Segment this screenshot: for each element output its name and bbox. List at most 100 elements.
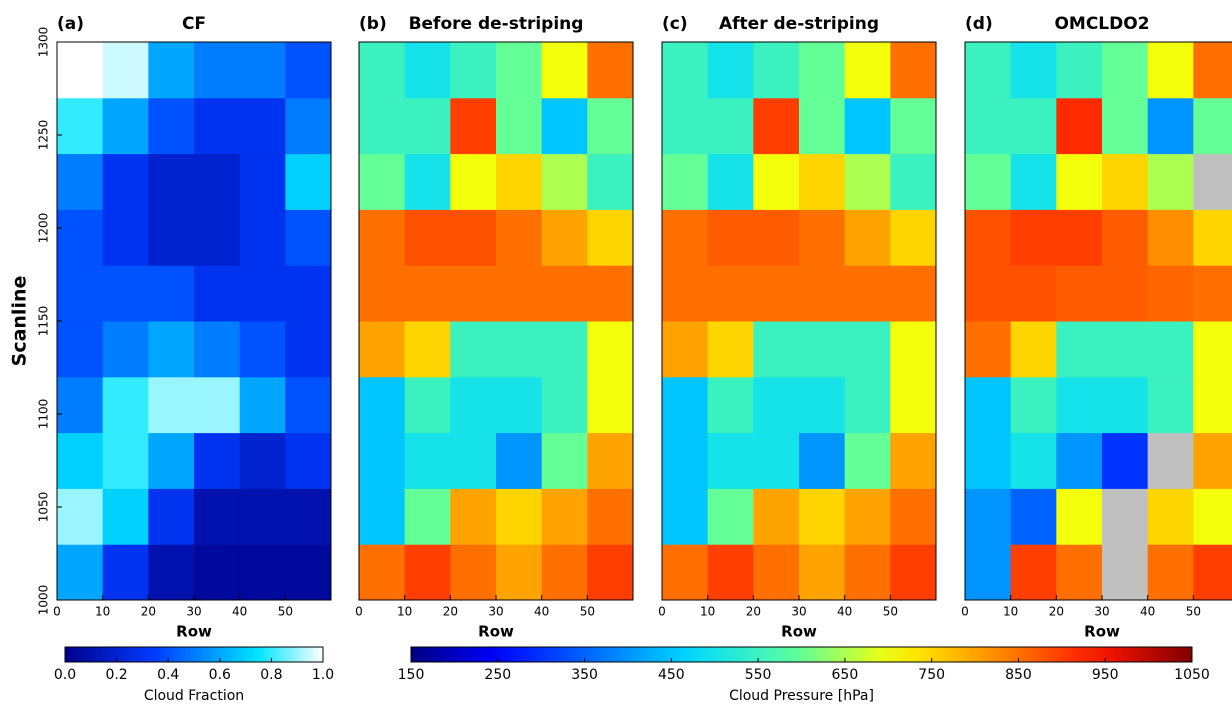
- heatmap-cell: [285, 153, 332, 210]
- panel-label: (b): [359, 14, 387, 34]
- heatmap-cell: [707, 42, 754, 99]
- heatmap-cell: [404, 153, 451, 210]
- panel-title: Before de-striping: [409, 14, 584, 34]
- x-tick-label: 30: [186, 605, 201, 619]
- heatmap-cell: [1010, 209, 1057, 266]
- heatmap-cell: [450, 209, 497, 266]
- heatmap-cell: [799, 321, 846, 378]
- x-tick-label: 10: [95, 605, 110, 619]
- heatmap-cell: [1147, 376, 1194, 434]
- heatmap-cell: [890, 544, 937, 601]
- heatmap-cell: [541, 97, 588, 155]
- heatmap-cell: [799, 97, 846, 155]
- heatmap-cell: [359, 209, 406, 266]
- heatmap-cell: [285, 376, 332, 434]
- x-tick-label: 10: [397, 605, 412, 619]
- colorbar-tick-label: 0.8: [260, 667, 282, 683]
- heatmap-cell: [404, 265, 451, 322]
- heatmap-cell: [1147, 321, 1194, 378]
- x-tick-label: 10: [1003, 605, 1018, 619]
- heatmap-cell: [1102, 153, 1149, 210]
- heatmap-cell: [1193, 432, 1232, 489]
- heatmap-cell: [1056, 265, 1103, 322]
- heatmap-cell: [496, 209, 543, 266]
- heatmap-cell: [541, 153, 588, 210]
- heatmap-cell: [194, 265, 241, 322]
- colorbar-label: Cloud Fraction: [144, 688, 244, 704]
- heatmap-cell: [102, 265, 149, 322]
- heatmap-cell: [1010, 544, 1057, 601]
- heatmap-cell: [148, 488, 195, 545]
- heatmap-cell: [1010, 376, 1057, 434]
- heatmap-cell: [148, 97, 195, 155]
- heatmap-cell: [1056, 376, 1103, 434]
- heatmap-cell: [541, 432, 588, 489]
- heatmap-cell: [1193, 209, 1232, 266]
- heatmap-cell: [404, 432, 451, 489]
- heatmap-cell: [1102, 97, 1149, 155]
- x-tick-label: 20: [746, 605, 761, 619]
- heatmap-cell: [496, 153, 543, 210]
- heatmap-cell: [844, 42, 891, 99]
- heatmap-cell: [404, 209, 451, 266]
- heatmap-cell: [102, 544, 149, 601]
- colorbar: [410, 646, 1193, 663]
- heatmap-cell: [194, 376, 241, 434]
- heatmap-cell: [404, 376, 451, 434]
- x-tick-label: 50: [580, 605, 595, 619]
- heatmap-cell: [890, 376, 937, 434]
- colorbar-tick-label: 650: [832, 667, 859, 683]
- heatmap-cell: [1102, 265, 1149, 322]
- heatmap-cell: [285, 544, 332, 601]
- heatmap-cell: [102, 209, 149, 266]
- heatmap-cell: [890, 153, 937, 210]
- heatmap-cell: [753, 265, 800, 322]
- heatmap-cell: [148, 209, 195, 266]
- heatmap-cell: [194, 42, 241, 99]
- colorbar-tick-label: 1050: [1174, 667, 1210, 683]
- heatmap-cell: [496, 265, 543, 322]
- heatmap-cell: [450, 42, 497, 99]
- panel-title: CF: [182, 14, 206, 34]
- heatmap-cell: [57, 488, 104, 545]
- heatmap-cell: [359, 321, 406, 378]
- colorbar-tick-label: 0.2: [105, 667, 127, 683]
- heatmap-cell: [496, 432, 543, 489]
- heatmap-cell: [404, 544, 451, 601]
- heatmap-cell: [890, 432, 937, 489]
- x-tick-label: 0: [355, 605, 363, 619]
- heatmap-cell: [194, 544, 241, 601]
- heatmap-cell: [707, 265, 754, 322]
- heatmap-cell: [799, 209, 846, 266]
- heatmap-cell: [662, 153, 709, 210]
- heatmap-cell: [1056, 321, 1103, 378]
- heatmap-cell: [965, 488, 1012, 545]
- heatmap-cell: [57, 153, 104, 210]
- heatmap-cell: [662, 265, 709, 322]
- x-tick-label: 50: [1186, 605, 1201, 619]
- heatmap-cell: [102, 488, 149, 545]
- heatmap-cell: [57, 265, 104, 322]
- heatmap-cell: [662, 488, 709, 545]
- panel-title: After de-striping: [719, 14, 879, 34]
- x-axis-label: Row: [781, 623, 817, 641]
- heatmap-cell: [707, 488, 754, 545]
- colorbar-tick-label: 950: [1092, 667, 1119, 683]
- heatmap-cell: [1056, 153, 1103, 210]
- heatmap-cell: [965, 376, 1012, 434]
- heatmap-cell: [1147, 265, 1194, 322]
- heatmap-cell: [450, 265, 497, 322]
- heatmap-cell: [1102, 321, 1149, 378]
- heatmap-cell: [148, 544, 195, 601]
- heatmap-cell: [799, 265, 846, 322]
- heatmap-cell: [844, 265, 891, 322]
- x-tick-label: 40: [837, 605, 852, 619]
- heatmap-cell: [359, 97, 406, 155]
- heatmap-cell: [965, 42, 1012, 99]
- colorbar: [64, 646, 324, 663]
- heatmap-cell: [707, 376, 754, 434]
- colorbar-tick-label: 0.4: [157, 667, 179, 683]
- colorbar-tick-label: 1.0: [312, 667, 334, 683]
- panel-label: (d): [965, 14, 993, 34]
- heatmap-cell: [707, 153, 754, 210]
